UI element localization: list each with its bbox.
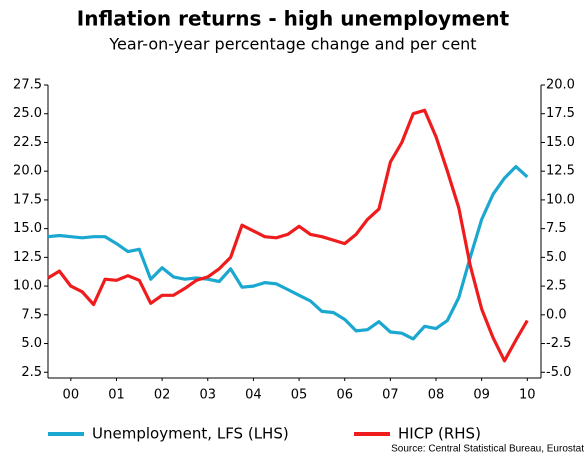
series-line xyxy=(47,108,529,363)
y-tick-label: 17.5 xyxy=(13,192,42,207)
y2-tick-label: 15.0 xyxy=(546,135,575,150)
x-tick-label: 03 xyxy=(199,388,216,403)
y-tick-label: 25.0 xyxy=(13,106,42,121)
x-tick-label: 02 xyxy=(154,388,171,403)
x-tick-label: 00 xyxy=(63,388,80,403)
y-tick-label: 20.0 xyxy=(13,164,42,179)
x-tick-label: 05 xyxy=(291,388,308,403)
y-tick-label: 7.5 xyxy=(21,307,42,322)
y2-tick-label: 5.0 xyxy=(546,250,567,265)
y2-tick-label: 10.0 xyxy=(546,192,575,207)
y-tick-label: 15.0 xyxy=(13,221,42,236)
y-tick-label: 12.5 xyxy=(13,250,42,265)
y-tick-label: 10.0 xyxy=(13,279,42,294)
y2-tick-label: 7.5 xyxy=(546,221,567,236)
chart-subtitle: Year-on-year percentage change and per c… xyxy=(108,35,476,54)
chart-title: Inflation returns - high unemployment xyxy=(77,7,510,31)
x-tick-label: 07 xyxy=(382,388,399,403)
x-tick-label: 04 xyxy=(245,388,262,403)
y2-tick-label: -2.5 xyxy=(546,336,571,351)
y2-tick-label: -5.0 xyxy=(546,365,571,380)
x-tick-label: 01 xyxy=(108,388,125,403)
y-tick-label: 27.5 xyxy=(13,78,42,93)
source: Source: Central Statistical Bureau, Euro… xyxy=(391,444,584,455)
y-tick-label: 2.5 xyxy=(21,365,42,380)
x-tick-label: 10 xyxy=(519,388,536,403)
series-line xyxy=(47,165,529,341)
legend-label: Unemployment, LFS (LHS) xyxy=(92,425,289,443)
y-tick-label: 5.0 xyxy=(21,336,42,351)
x-tick-label: 06 xyxy=(336,388,353,403)
y2-tick-label: 0.0 xyxy=(546,307,567,322)
y-tick-label: 22.5 xyxy=(13,135,42,150)
y2-tick-label: 2.5 xyxy=(546,279,567,294)
y2-tick-label: 17.5 xyxy=(546,106,575,121)
x-tick-label: 08 xyxy=(428,388,445,403)
x-tick-label: 09 xyxy=(473,388,490,403)
y2-tick-label: 12.5 xyxy=(546,164,575,179)
y2-tick-label: 20.0 xyxy=(546,78,575,93)
legend-label: HICP (RHS) xyxy=(398,425,481,443)
